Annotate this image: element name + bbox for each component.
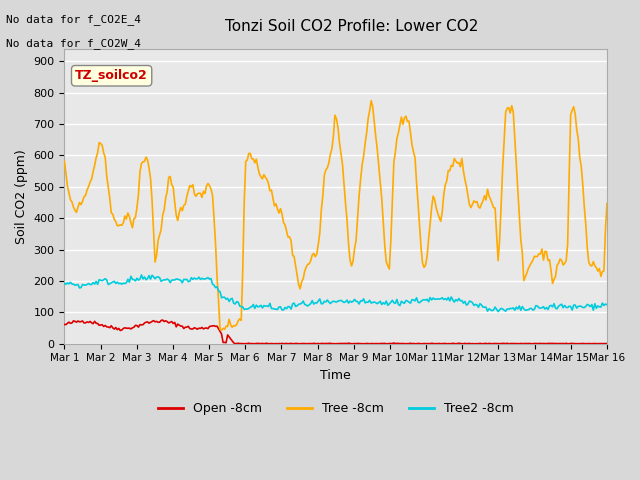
Text: TZ_soilco2: TZ_soilco2 bbox=[76, 69, 148, 82]
X-axis label: Time: Time bbox=[320, 369, 351, 382]
Legend: Open -8cm, Tree -8cm, Tree2 -8cm: Open -8cm, Tree -8cm, Tree2 -8cm bbox=[153, 397, 518, 420]
Y-axis label: Soil CO2 (ppm): Soil CO2 (ppm) bbox=[15, 149, 28, 243]
Text: No data for f_CO2E_4: No data for f_CO2E_4 bbox=[6, 14, 141, 25]
Text: Tonzi Soil CO2 Profile: Lower CO2: Tonzi Soil CO2 Profile: Lower CO2 bbox=[225, 19, 479, 34]
Text: No data for f_CO2W_4: No data for f_CO2W_4 bbox=[6, 38, 141, 49]
